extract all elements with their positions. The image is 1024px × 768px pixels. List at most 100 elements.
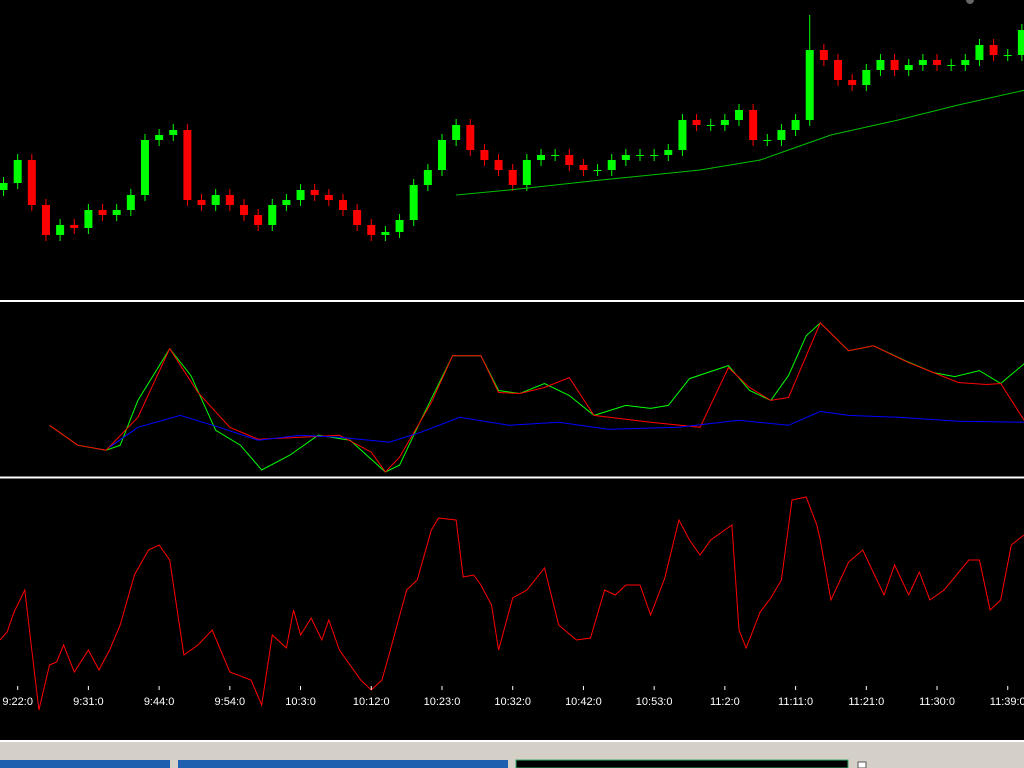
tab[interactable] xyxy=(178,760,508,768)
candle-body xyxy=(409,185,418,220)
x-tick-label: 10:12:0 xyxy=(353,696,390,708)
x-tick-label: 10:23:0 xyxy=(424,696,461,708)
candle-body xyxy=(437,140,446,170)
x-tick-label: 10:42:0 xyxy=(565,696,602,708)
candle-body xyxy=(650,155,659,156)
x-tick-label: 11:30:0 xyxy=(919,696,955,708)
candle-body xyxy=(834,60,843,80)
candle-body xyxy=(1003,55,1012,56)
candle-body xyxy=(112,210,121,215)
candle-body xyxy=(13,160,22,183)
candle-body xyxy=(466,125,475,150)
candle-body xyxy=(70,225,79,228)
candle-body xyxy=(268,205,277,225)
candle-body xyxy=(494,160,503,170)
candle-body xyxy=(678,120,687,150)
candle-body xyxy=(0,183,8,190)
candle-body xyxy=(805,50,814,120)
candle-body xyxy=(1017,30,1024,55)
candle-body xyxy=(749,110,758,140)
x-tick-label: 10:32:0 xyxy=(494,696,531,708)
candle-body xyxy=(84,210,93,228)
candle-body xyxy=(254,215,263,225)
x-tick-label: 9:22:0 xyxy=(2,696,33,708)
checkbox[interactable] xyxy=(857,761,867,768)
candle-body xyxy=(763,140,772,141)
candle-body xyxy=(353,210,362,225)
line xyxy=(49,322,1024,473)
candle-body xyxy=(819,50,828,60)
x-tick-label: 9:44:0 xyxy=(144,696,175,708)
candle-body xyxy=(395,220,404,232)
candle-body xyxy=(282,200,291,205)
candle-body xyxy=(522,160,531,185)
candle-body xyxy=(169,130,178,135)
candle-body xyxy=(225,195,234,205)
candle-body xyxy=(890,60,899,70)
candle-body xyxy=(636,155,644,156)
candle-body xyxy=(211,195,220,205)
x-tick-label: 10:53:0 xyxy=(636,696,673,708)
candle-body xyxy=(848,80,857,85)
line xyxy=(456,89,1024,196)
candle-body xyxy=(197,200,206,205)
candle-body xyxy=(593,170,602,171)
candle-body xyxy=(423,170,432,185)
candle-body xyxy=(126,195,135,210)
candle-body xyxy=(862,70,871,85)
candle-body xyxy=(56,225,65,235)
candle-body xyxy=(41,205,50,235)
x-tick-label: 11:11:0 xyxy=(778,696,813,708)
candle-body xyxy=(720,120,729,125)
candle-body xyxy=(508,170,517,185)
x-tick-label: 10:3:0 xyxy=(285,696,316,708)
candle-body xyxy=(480,150,489,160)
candle-body xyxy=(876,60,885,70)
candle-body xyxy=(310,190,319,195)
x-tick-label: 9:54:0 xyxy=(215,696,246,708)
line xyxy=(0,496,1024,711)
candle-body xyxy=(933,60,942,65)
tab[interactable] xyxy=(515,759,849,768)
candle-body xyxy=(607,160,616,170)
candle-body xyxy=(27,160,36,205)
candle-body xyxy=(664,150,673,155)
candle-body xyxy=(706,125,715,126)
candle-body xyxy=(551,155,560,156)
candle-body xyxy=(947,65,956,66)
candle-body xyxy=(338,200,347,210)
candle-body xyxy=(140,140,149,195)
x-tick-label: 11:39:0 xyxy=(990,696,1024,708)
candle-body xyxy=(565,155,574,165)
candle-body xyxy=(183,130,192,200)
candle-body xyxy=(324,195,333,200)
candle-body xyxy=(692,120,701,125)
candle-body xyxy=(975,45,984,60)
candle-body xyxy=(621,155,630,160)
taskbar xyxy=(0,740,1024,768)
candle-body xyxy=(777,130,786,140)
candle-body xyxy=(452,125,461,140)
line xyxy=(109,410,1024,448)
tab[interactable] xyxy=(0,760,170,768)
status-bar-edge xyxy=(0,740,1024,742)
x-tick-label: 11:2:0 xyxy=(710,696,740,708)
status-bar xyxy=(0,740,1024,768)
x-tick-label: 11:21:0 xyxy=(848,696,884,708)
candle-body xyxy=(239,205,248,215)
candle-body xyxy=(961,60,970,65)
candle-body xyxy=(367,225,376,235)
candle-body xyxy=(381,232,390,235)
candle-body xyxy=(989,45,998,55)
x-tick-label: 9:31:0 xyxy=(73,696,104,708)
candle-body xyxy=(904,65,913,70)
candle-body xyxy=(579,165,588,170)
corner-dot xyxy=(966,0,974,4)
candle-body xyxy=(98,210,107,215)
candle-body xyxy=(918,60,927,65)
candle-body xyxy=(735,110,744,120)
candle-body xyxy=(536,155,545,160)
